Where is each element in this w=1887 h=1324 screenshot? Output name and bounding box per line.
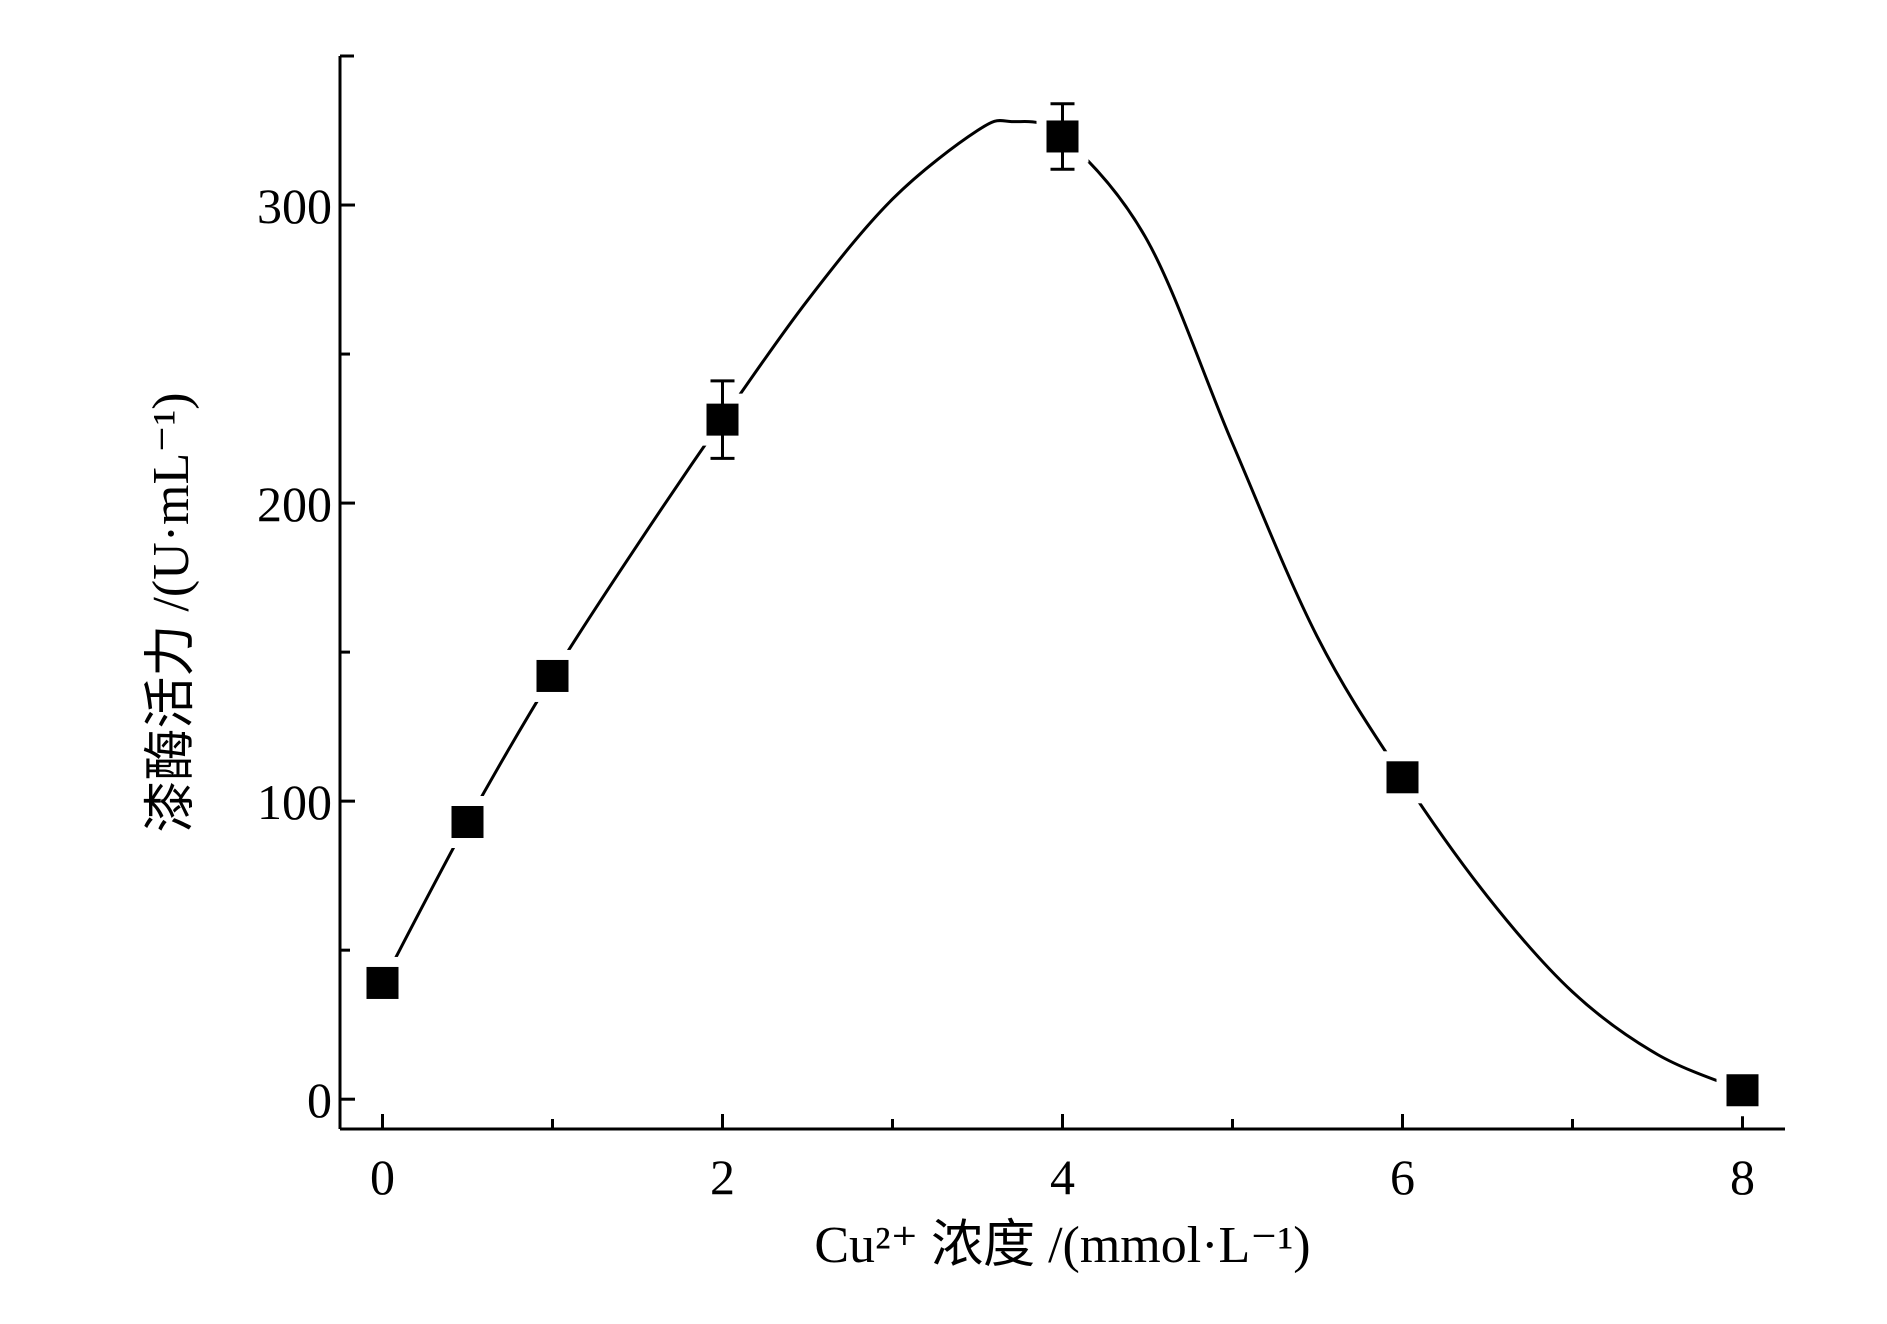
x-tick-label: 0 [370,1149,395,1205]
data-point [1386,761,1419,794]
data-point [1726,1074,1759,1107]
fit-curve [381,119,1744,1092]
y-tick-label: 100 [257,774,332,830]
tick-labels: 0 2 4 6 8 0 100 200 300 [257,178,1755,1205]
x-tick-label: 2 [710,1149,735,1205]
data-points [356,102,1769,1117]
data-point [536,659,569,692]
x-tick-label: 8 [1730,1149,1755,1205]
x-tick-label: 6 [1390,1149,1415,1205]
y-axis-title: 漆酶活力 /(U·mL⁻¹) [143,392,200,832]
fit-curve-layer [381,119,1744,1092]
data-point [1046,120,1079,153]
data-point [366,966,399,999]
axes [338,54,1785,1131]
data-point [706,403,739,436]
y-tick-label: 0 [307,1072,332,1128]
y-tick-label: 200 [257,476,332,532]
y-tick-label: 300 [257,178,332,234]
x-tick-label: 4 [1050,1149,1075,1205]
x-axis-title: Cu²⁺ 浓度 /(mmol·L⁻¹) [814,1217,1310,1274]
data-point [451,806,484,839]
